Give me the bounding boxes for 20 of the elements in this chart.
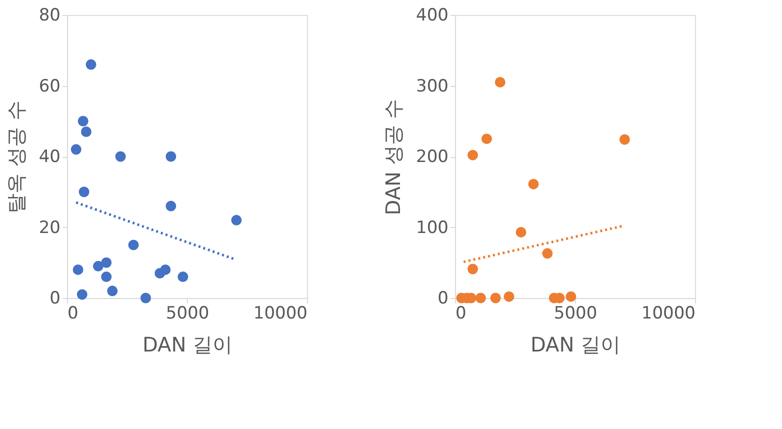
x-axis-title: DAN 길이: [142, 332, 233, 356]
x-tick-label: 0: [68, 304, 78, 324]
x-tick-label: 10000: [641, 304, 696, 324]
x-tick-label: 0: [456, 304, 466, 324]
x-axis-title: DAN 길이: [530, 332, 621, 356]
y-tick-label: 0: [50, 288, 60, 308]
y-tick-label: 80: [38, 6, 60, 26]
y-tick-label: 0: [438, 288, 448, 308]
y-tick-label: 40: [38, 147, 60, 167]
y-tick-label: 100: [416, 218, 448, 238]
y-axis-title: 탈옥 성공 수: [4, 100, 28, 214]
x-tick-label: 5000: [166, 304, 210, 324]
y-tick-label: 200: [416, 147, 448, 167]
x-tick-label: 10000: [253, 304, 308, 324]
y-tick-label: 300: [416, 76, 448, 96]
y-tick-label: 400: [416, 6, 448, 26]
y-tick-label: 20: [38, 218, 60, 238]
y-axis-title: DAN 성공 수: [381, 98, 406, 216]
x-tick-label: 5000: [554, 304, 598, 324]
y-tick-label: 60: [38, 76, 60, 96]
